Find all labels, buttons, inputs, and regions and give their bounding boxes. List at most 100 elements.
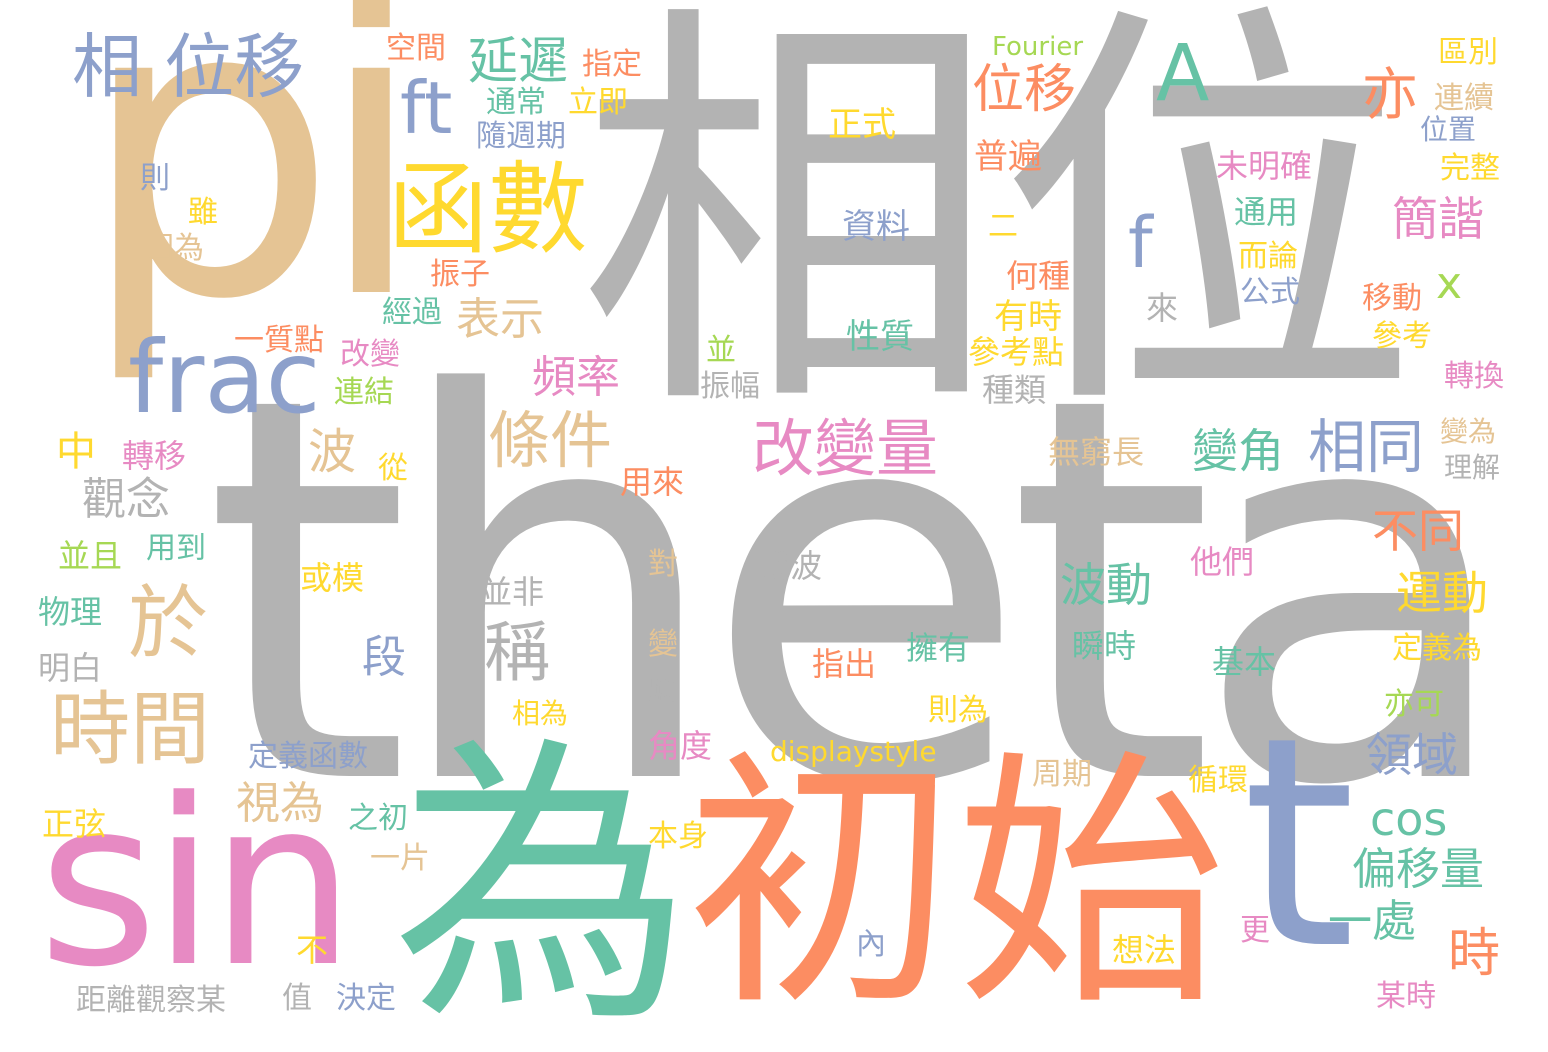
word-guannian: 觀念 [82,474,170,525]
word-qubie: 區別 [1438,35,1498,70]
word-weiyi: 位移 [972,60,1077,120]
word-weizhi: 位置 [1420,113,1477,146]
word-tongchang: 通常 [486,85,546,120]
word-yinwei: 因為 [144,231,204,266]
word-shiwei: 視為 [236,778,324,829]
word-butong: 不同 [1372,504,1464,558]
word-wanzheng: 完整 [1440,151,1500,186]
word-bodong: 波動 [1060,558,1152,612]
word-xiangfa: 想法 [1112,931,1177,969]
word-er: 二 [988,209,1018,244]
word-hezhong: 何種 [1006,257,1071,295]
word-tiaojian: 條件 [488,404,613,477]
word-yongdao: 用到 [146,531,206,566]
word-pi: pi [78,0,428,389]
word-yongyou: 擁有 [906,629,971,667]
word-biaoshi: 表示 [456,294,544,345]
word-xunhuan: 循環 [1188,763,1248,798]
word-lianjie: 連結 [334,375,394,410]
word-huomo: 或模 [300,559,365,597]
word-kongjian: 空間 [386,31,446,66]
word-lianxu: 連續 [1434,81,1494,116]
word-yi: 亦 [1362,63,1418,128]
word-ying: 應 [646,673,676,708]
word-zhengshi: 正式 [828,105,896,145]
word-xiangwei: 相位 [578,0,1418,462]
word-zewei: 則為 [928,693,988,728]
word-ft: ft [400,66,453,150]
word-bo: 波 [308,424,357,480]
word-geng: 更 [1240,913,1270,948]
word-jiben: 基本 [1212,643,1277,681]
word-zhi: 值 [282,981,312,1016]
word-weimingque: 未明確 [1216,147,1313,185]
word-sui: 雖 [188,195,218,230]
word-ziliao: 資料 [842,207,910,247]
word-yipian: 一片 [370,841,430,876]
word-jianxie: 簡諧 [1392,192,1484,246]
word-xiangtong: 相同 [1308,413,1425,481]
word-gaibianliang: 改變量 [752,412,939,485]
word-dingyihanshu: 定義函數 [248,739,368,774]
word-yichu: 一處 [1328,896,1416,947]
word-jiaodu: 角度 [648,727,713,765]
word-bu: 不 [296,931,329,969]
word-shijian: 時間 [50,683,210,776]
word-liji: 立即 [568,85,628,120]
word-cheng: 稱 [484,614,550,691]
word-jueding: 決定 [336,981,396,1016]
word-wuqiongchang: 無窮長 [1048,433,1145,471]
word-bingfei: 並非 [480,573,545,611]
word-shi: 時 [1448,924,1501,984]
word-suizhouqi: 隨週期 [476,119,566,154]
word-wei: 為 [392,713,692,1052]
word-frac: frac [128,319,321,436]
word-zhiding: 指定 [582,47,642,82]
word-cos: cos [1370,792,1448,846]
word-duan: 段 [362,632,406,683]
word-lingyu: 領域 [1366,728,1458,782]
word-tongyong: 通用 [1234,193,1299,231]
word-wuli: 物理 [38,593,103,631]
word-bing: 並 [706,333,736,368]
word-A: A [1156,29,1210,119]
word-gongshi: 公式 [1240,275,1300,310]
word-huobo: 或波 [758,547,823,585]
word-bingqie: 並且 [58,537,123,575]
word-zhenfu: 振幅 [700,369,760,404]
word-tamen: 他們 [1190,543,1255,581]
word-julichaguanmou: 距離觀察某 [76,983,226,1018]
word-gaibian: 改變 [340,337,400,372]
word-hanshu: 函數 [388,151,588,268]
word-chushi: 初始 [686,727,1226,1042]
word-yidong: 移動 [1362,281,1422,316]
word-zhuanyi: 轉移 [122,437,187,475]
word-theta: theta [203,284,1517,901]
word-pianyiliang: 偏移量 [1352,844,1484,895]
word-zhuanhuan: 轉換 [1444,359,1504,394]
word-nei: 內 [856,927,886,962]
word-zhichu2: 之初 [348,801,408,836]
word-yonglai: 用來 [620,463,685,501]
word-yanchi: 延遲 [468,32,568,90]
word-ze: 則 [140,161,170,196]
word-yu: 於 [128,577,208,670]
word-xiang-weiyi: 相 位移 [72,26,305,108]
word-dui: 對 [648,547,678,582]
word-lijie: 理解 [1444,451,1501,484]
word-bianwei: 變為 [1440,415,1497,448]
word-yike: 亦可 [1384,687,1444,722]
word-zhengxian: 正弦 [42,805,107,843]
word-xingzhi: 性質 [846,317,914,357]
word-fourier: Fourier [992,32,1084,62]
word-yundong: 運動 [1396,566,1488,620]
word-moushi: 某時 [1376,979,1436,1014]
word-t: t [1242,676,1356,1013]
word-bianjiao: 變角 [1192,424,1284,478]
word-cong: 從 [378,451,408,486]
word-zhenzi: 振子 [430,257,490,292]
word-pubian: 普遍 [974,137,1042,177]
word-benshen: 本身 [648,819,708,854]
word-cankao: 參考 [1372,319,1432,354]
